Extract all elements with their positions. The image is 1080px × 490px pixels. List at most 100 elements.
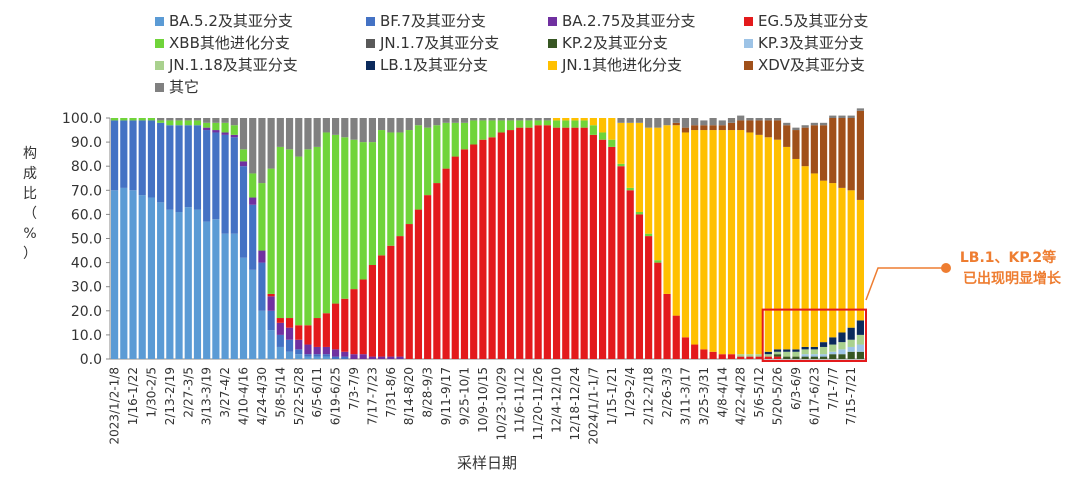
legend-label: JN.1.18及其亚分支: [168, 56, 298, 74]
bar-segment: [470, 144, 478, 359]
bar-segment: [212, 118, 220, 123]
x-tick-label: 7/15-7/21: [844, 367, 858, 425]
bar-segment: [359, 118, 367, 143]
bar-segment: [681, 337, 690, 359]
bar-segment: [773, 349, 782, 352]
bar-segment: [157, 120, 165, 123]
x-tick-label: 1/15-1/21: [605, 367, 619, 425]
bar-segment: [175, 211, 183, 359]
x-tick-label: 2024/1/1-1/7: [586, 367, 600, 445]
x-tick-label: 5/22-5/28: [292, 367, 306, 425]
bar-segment: [295, 354, 303, 359]
bar-segment: [166, 125, 174, 210]
bar-segment: [350, 289, 358, 355]
bar-segment: [737, 115, 745, 121]
bar-segment: [304, 354, 312, 357]
bar-segment: [746, 354, 754, 357]
bar-segment: [368, 142, 376, 266]
bar-segment: [571, 120, 579, 128]
bar-segment: [203, 127, 211, 131]
bar-segment: [212, 130, 220, 133]
bar-segment: [838, 115, 846, 118]
bar-segment: [258, 310, 266, 359]
bar-segment: [378, 118, 386, 131]
bar-segment: [147, 197, 156, 359]
legend-swatch: [155, 61, 164, 70]
bar-segment: [184, 118, 192, 121]
bar-segment: [580, 120, 588, 128]
bar-segment: [295, 118, 303, 157]
bar-segment: [368, 118, 376, 143]
legend-label: 其它: [169, 78, 199, 96]
bar-segment: [838, 332, 846, 343]
bar-segment: [331, 349, 340, 357]
bar-segment: [672, 125, 680, 316]
bar-segment: [552, 120, 561, 128]
x-tick-label: 6/5-6/11: [310, 367, 324, 418]
bar-segment: [525, 118, 533, 121]
bar-segment: [258, 183, 266, 251]
bar-segment: [359, 142, 367, 280]
legend-swatch: [744, 39, 753, 48]
bar-segment: [571, 127, 579, 359]
bar-segment: [378, 130, 386, 256]
bar-segment: [718, 125, 726, 131]
bar-segment: [819, 122, 828, 126]
bar-segment: [709, 351, 717, 359]
bar-segment: [212, 219, 220, 359]
bar-segment: [838, 342, 846, 350]
bar-segment: [801, 356, 809, 359]
bar-segment: [120, 118, 128, 121]
y-tick-label: 90.0: [71, 135, 102, 151]
bar-segment: [313, 356, 321, 359]
bar-segment: [764, 351, 772, 355]
bar-segment: [681, 132, 690, 338]
bar-segment: [221, 134, 229, 234]
bar-segment: [470, 120, 478, 145]
bar-segment: [543, 120, 551, 126]
bar-segment: [709, 130, 717, 352]
bar-segment: [552, 118, 561, 121]
x-tick-label: 11/20-11/26: [531, 367, 545, 441]
bar-segment: [783, 349, 791, 352]
x-tick-label: 2/12-2/18: [642, 367, 656, 425]
bar-segment: [387, 245, 395, 357]
bar-segment: [681, 118, 690, 128]
bar-segment: [285, 327, 294, 340]
bar-segment: [819, 354, 828, 357]
bar-segment: [847, 351, 855, 359]
bar-segment: [322, 132, 330, 314]
bar-segment: [331, 134, 340, 304]
y-tick-label: 10.0: [71, 328, 102, 344]
bar-segment: [829, 183, 837, 338]
bar-segment: [285, 118, 294, 150]
bar-segment: [120, 120, 128, 188]
bar-segment: [175, 125, 183, 212]
bar-segment: [175, 118, 183, 121]
bar-segment: [129, 120, 137, 191]
bar-segment: [276, 118, 284, 147]
bar-segment: [737, 354, 745, 357]
bar-segment: [341, 356, 349, 359]
bar-segment: [147, 120, 156, 198]
bar-segment: [212, 132, 220, 220]
bar-segment: [718, 354, 726, 359]
legend-label: XBB其他进化分支: [169, 34, 290, 52]
bar-segment: [810, 173, 818, 347]
bar-segment: [322, 346, 330, 355]
bar-segment: [617, 122, 625, 164]
bar-segment: [856, 199, 864, 321]
bar-segment: [497, 118, 505, 121]
bar-segment: [331, 356, 340, 359]
bar-segment: [451, 156, 459, 359]
x-tick-label: 12/4-12/10: [550, 367, 564, 433]
bar-segment: [350, 354, 358, 359]
bar-segment: [829, 118, 837, 184]
bar-segment: [819, 125, 828, 181]
bar-segment: [691, 125, 699, 131]
legend-label: JN.1.7及其亚分支: [379, 34, 499, 52]
bar-segment: [635, 214, 644, 359]
bar-segment: [157, 118, 165, 121]
legend-swatch: [366, 61, 375, 70]
bar-segment: [267, 330, 275, 359]
